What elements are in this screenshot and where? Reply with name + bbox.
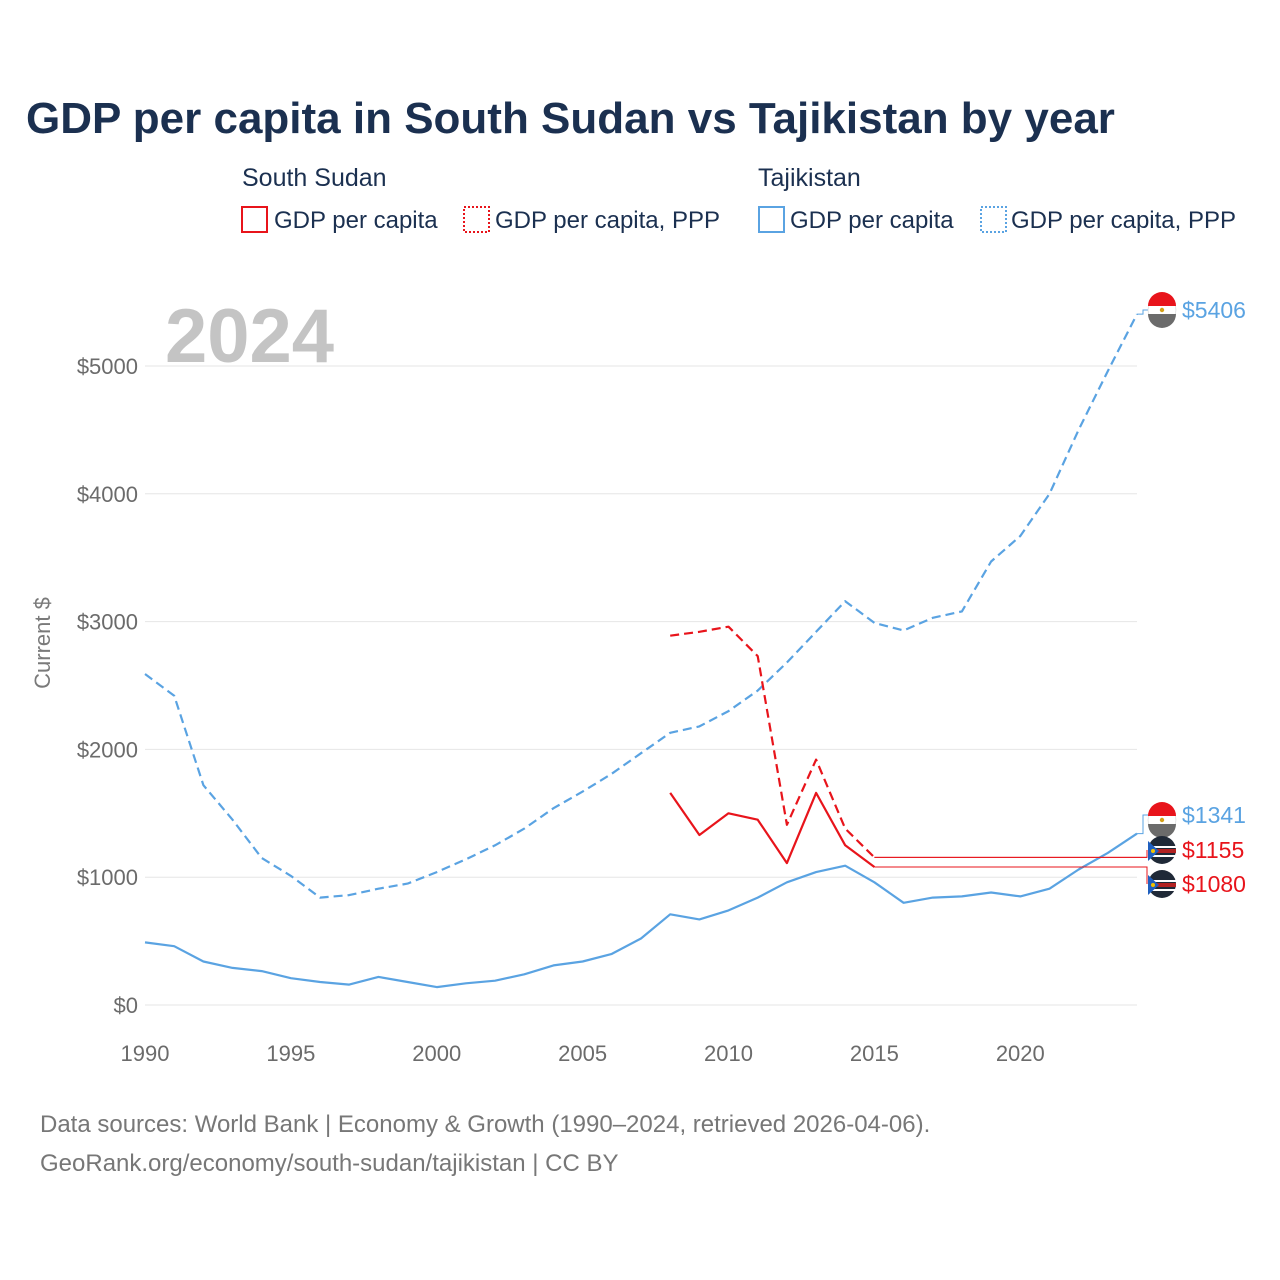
label-connector	[874, 850, 1148, 858]
tajikistan-flag-icon	[1147, 802, 1177, 838]
x-tick-label: 2000	[412, 1041, 461, 1066]
source-note: Data sources: World Bank | Economy & Gro…	[40, 1111, 930, 1138]
south-sudan-flag-icon	[1148, 870, 1176, 898]
flag-emblem	[1159, 817, 1165, 823]
end-value-label: $5406	[1182, 297, 1246, 323]
flag-stripe	[1148, 292, 1176, 306]
series-line	[669, 791, 876, 868]
y-tick-label: $3000	[77, 610, 138, 635]
x-tick-label: 2015	[850, 1041, 899, 1066]
x-axis: 1990 1995 2000 2005 2010 2015 2020	[121, 1041, 1045, 1066]
legend-group-tajikistan: Tajikistan GDP per capita GDP per capita…	[758, 164, 1236, 234]
series-line	[670, 625, 876, 859]
year-watermark: 2024	[165, 294, 334, 379]
series-line	[144, 832, 1138, 989]
south-sudan-flag-icon	[1148, 836, 1176, 864]
label-connector	[874, 866, 1148, 884]
x-tick-label: 2020	[996, 1041, 1045, 1066]
flag-stripe	[1148, 824, 1176, 838]
legend-swatch-solid	[758, 206, 785, 233]
legend-item-label: GDP per capita, PPP	[1011, 207, 1236, 234]
series-line	[144, 313, 1138, 899]
legend-group-label: South Sudan	[242, 164, 387, 192]
tajikistan-flag-icon	[1147, 292, 1177, 328]
y-axis-label: Current $	[30, 597, 55, 689]
end-labels: $5406 $1341 $1155 $1080	[1147, 292, 1246, 898]
y-tick-label: $2000	[77, 737, 138, 762]
x-tick-label: 1995	[266, 1041, 315, 1066]
legend-swatch-dotted	[463, 206, 490, 233]
label-connector	[1137, 814, 1148, 835]
legend-swatch-solid	[241, 206, 268, 233]
y-tick-label: $1000	[77, 865, 138, 890]
flag-star	[1151, 849, 1155, 853]
flag-emblem	[1159, 307, 1165, 313]
x-tick-label: 2010	[704, 1041, 753, 1066]
legend: South Sudan GDP per capita GDP per capit…	[241, 164, 1236, 234]
legend-group-south-sudan: South Sudan GDP per capita GDP per capit…	[241, 164, 720, 234]
legend-item-label: GDP per capita, PPP	[495, 207, 720, 234]
series-group	[144, 313, 1138, 989]
flag-stripe	[1148, 802, 1176, 816]
y-tick-label: $5000	[77, 354, 138, 379]
flag-stripe	[1148, 314, 1176, 328]
y-tick-label: $0	[114, 993, 138, 1018]
legend-group-label: Tajikistan	[758, 164, 861, 192]
label-connectors	[874, 309, 1148, 884]
y-axis: $0 $1000 $2000 $3000 $4000 $5000	[77, 354, 138, 1018]
legend-item-label: GDP per capita	[274, 207, 438, 234]
label-connector	[1137, 309, 1148, 315]
source-url: GeoRank.org/economy/south-sudan/tajikist…	[40, 1150, 619, 1177]
end-value-label: $1155	[1182, 837, 1244, 863]
legend-swatch-dotted	[980, 206, 1007, 233]
legend-item-label: GDP per capita	[790, 207, 954, 234]
grid	[145, 365, 1137, 1006]
x-tick-label: 1990	[121, 1041, 170, 1066]
end-value-label: $1341	[1182, 802, 1246, 828]
y-tick-label: $4000	[77, 482, 138, 507]
x-tick-label: 2005	[558, 1041, 607, 1066]
chart-title: GDP per capita in South Sudan vs Tajikis…	[26, 94, 1115, 143]
flag-star	[1151, 883, 1155, 887]
end-value-label: $1080	[1182, 871, 1246, 897]
